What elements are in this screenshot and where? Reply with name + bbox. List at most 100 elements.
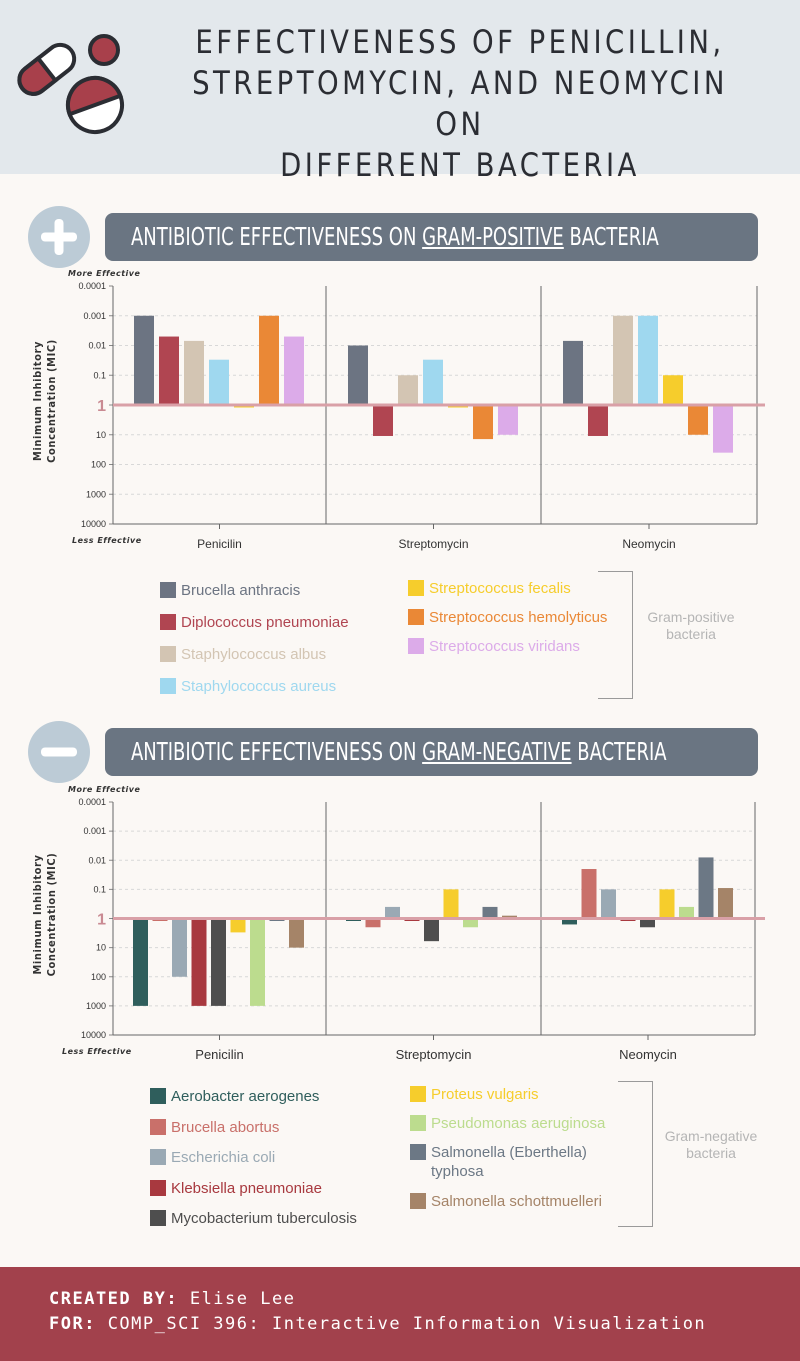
- legend-swatch: [410, 1115, 426, 1131]
- y-tick-label: 0.001: [83, 826, 106, 836]
- bar: [423, 359, 443, 405]
- legend-swatch: [150, 1210, 166, 1226]
- y-tick-label: 0.0001: [78, 797, 106, 807]
- x-tick-label: Streptomycin: [398, 537, 468, 551]
- legend-label: Aerobacter aerogenes: [171, 1088, 320, 1105]
- bar: [562, 918, 577, 925]
- legend-swatch: [150, 1088, 166, 1104]
- legend-swatch: [160, 614, 176, 630]
- legend-swatch: [150, 1118, 166, 1135]
- bar: [482, 906, 498, 919]
- legend-label: Staphylococcus albus: [181, 646, 327, 663]
- bar: [581, 869, 597, 919]
- bar: [638, 315, 658, 405]
- legend-swatch: [150, 1149, 166, 1165]
- course-line: FOR: COMP_SCI 396: Interactive Informati…: [49, 1314, 707, 1334]
- bar: [134, 315, 154, 405]
- footer: CREATED BY: Elise Lee FOR: COMP_SCI 396:…: [0, 1267, 800, 1361]
- bar: [601, 889, 616, 919]
- bar: [563, 340, 583, 405]
- bar: [250, 918, 265, 1006]
- bar: [230, 918, 246, 933]
- svg-text:Minimum Inhibitory: Minimum Inhibitory: [31, 854, 44, 974]
- y-axis-title: Minimum Inhibitory Concentration (MIC): [31, 853, 58, 977]
- x-tick-label: Penicilin: [197, 537, 242, 551]
- bar: [698, 857, 714, 919]
- bar: [211, 918, 226, 1006]
- page-title: EFFECTIVENESS OF PENICILLIN, STREPTOMYCI…: [192, 23, 728, 184]
- legend-swatch: [150, 1179, 166, 1196]
- legend-label: Brucella abortus: [171, 1118, 280, 1136]
- legend-swatch: [160, 582, 176, 598]
- legend-swatch: [410, 1086, 426, 1102]
- legend-bracket: [598, 571, 633, 699]
- bar: [463, 918, 478, 928]
- bar: [284, 336, 304, 405]
- y-tick-label: 0.1: [93, 884, 106, 894]
- legend-label: Escherichia coli: [171, 1149, 276, 1166]
- y-axis-title: Minimum Inhibitory Concentration (MIC): [31, 339, 58, 463]
- y-tick-label: 10: [96, 943, 106, 953]
- legend-label: Brucella anthracis: [181, 582, 301, 599]
- bar: [688, 405, 708, 435]
- y-tick-label: 1000: [86, 1001, 106, 1011]
- y-tick-label: 0.1: [93, 370, 106, 380]
- gram-positive-chart: 0.0001 0.001 0.01 0.1 1 10 100 1000 10000 Penicil…: [31, 269, 765, 551]
- legend-label: Proteus vulgaris: [431, 1086, 539, 1103]
- bar: [184, 340, 204, 405]
- svg-text:Concentration (MIC): Concentration (MIC): [45, 853, 58, 977]
- gram-negative-banner: ANTIBIOTIC EFFECTIVENESS ON GRAM-NEGATIV…: [105, 728, 758, 776]
- bar: [133, 918, 148, 1006]
- bar: [659, 889, 675, 919]
- legend-swatch: [410, 1193, 426, 1209]
- y-tick-label: 1: [97, 398, 106, 415]
- legend-label: Streptococcus hemolyticus: [429, 609, 608, 626]
- legend-swatch: [408, 580, 424, 596]
- bar: [191, 918, 207, 1006]
- y-tick-label: 1000: [86, 489, 106, 499]
- bar: [718, 888, 733, 919]
- y-tick-label: 10000: [81, 519, 106, 529]
- plus-icon: [28, 206, 90, 268]
- y-tick-label: 0.0001: [78, 281, 106, 291]
- x-tick-label: Neomycin: [619, 1047, 677, 1062]
- bar: [473, 405, 493, 440]
- bar: [679, 906, 694, 919]
- bar: [498, 405, 518, 435]
- y-top-note: More Effective: [68, 785, 140, 794]
- legend-label: Klebsiella pneumoniae: [171, 1179, 322, 1197]
- header: EFFECTIVENESS OF PENICILLIN, STREPTOMYCI…: [0, 0, 800, 184]
- legend-swatch: [410, 1144, 426, 1160]
- svg-text:Minimum Inhibitory: Minimum Inhibitory: [31, 341, 44, 461]
- bar: [209, 359, 229, 405]
- gram-positive-banner: ANTIBIOTIC EFFECTIVENESS ON GRAM-POSITIV…: [105, 213, 758, 261]
- legend-label: Staphylococcus aureus: [181, 678, 337, 695]
- y-tick-label: 100: [91, 460, 106, 470]
- legend-label: Salmonella schottmuelleri: [431, 1193, 602, 1210]
- bar: [373, 405, 393, 436]
- y-tick-label: 100: [91, 972, 106, 982]
- bar: [424, 918, 439, 942]
- credit-line: CREATED BY: Elise Lee: [49, 1289, 296, 1309]
- bar: [289, 918, 304, 948]
- legend-swatch: [408, 609, 424, 625]
- bar: [348, 345, 368, 405]
- bar: [588, 405, 608, 436]
- y-tick-label: 10: [96, 430, 106, 440]
- legend-label: Streptococcus viridans: [429, 638, 580, 655]
- y-tick-label: 0.01: [88, 855, 106, 865]
- bar: [443, 889, 459, 919]
- bar: [613, 315, 633, 405]
- x-tick-label: Streptomycin: [396, 1047, 472, 1062]
- x-tick-label: Penicilin: [195, 1047, 243, 1062]
- pills-icon: [17, 34, 124, 134]
- legend-label: Pseudomonas aeruginosa: [431, 1115, 606, 1132]
- y-tick-label: 0.01: [88, 341, 106, 351]
- legend-label: Mycobacterium tuberculosis: [171, 1210, 357, 1227]
- x-tick-label: Neomycin: [622, 537, 675, 551]
- y-tick-label: 10000: [81, 1030, 106, 1040]
- bar: [365, 918, 381, 928]
- bar: [385, 906, 400, 919]
- legend-swatch: [160, 646, 176, 662]
- y-bottom-note: Less Effective: [62, 1047, 132, 1056]
